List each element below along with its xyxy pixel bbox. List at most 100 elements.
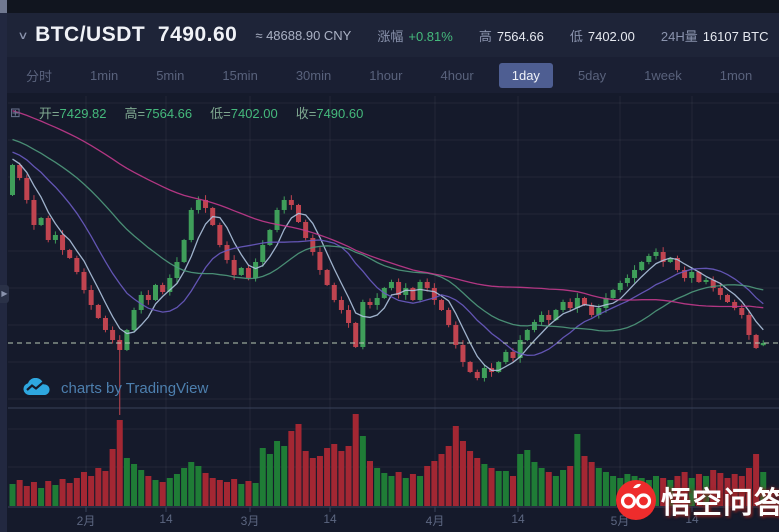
candle-body xyxy=(603,297,609,308)
volume-bar xyxy=(452,426,459,506)
candle-body xyxy=(546,314,552,320)
volume-bar xyxy=(281,446,288,506)
candle-body xyxy=(460,344,466,362)
volume-bar xyxy=(245,481,252,506)
volume-bar xyxy=(545,472,552,506)
grid-toggle-icon[interactable]: ⊞ xyxy=(10,104,21,120)
volume-bar xyxy=(316,456,323,506)
volume-bar xyxy=(45,481,52,506)
high-stat: 高 7564.66 xyxy=(478,28,544,44)
volume-bar xyxy=(395,472,402,506)
volume-bar xyxy=(38,488,45,506)
candle-body xyxy=(388,281,394,288)
interval-分时[interactable]: 分时 xyxy=(26,68,53,84)
candle-body xyxy=(353,322,359,347)
volume-bar xyxy=(181,468,188,506)
legend-low: 7402.00 xyxy=(230,106,278,121)
volume-bar xyxy=(467,451,474,506)
axis-label: 14 xyxy=(511,512,525,526)
volume-bar xyxy=(431,461,438,506)
time-axis[interactable]: 2月 14 3月 14 4月 14 5月 14 xyxy=(0,512,779,530)
volume-bar xyxy=(717,473,724,506)
volume-bar xyxy=(145,476,152,506)
candle-body xyxy=(52,234,58,240)
volume-bar xyxy=(738,476,745,506)
candle-body xyxy=(496,361,502,372)
candle-body xyxy=(582,297,587,305)
candle-body xyxy=(153,284,158,300)
side-panel-toggle[interactable]: ▶ xyxy=(0,285,9,303)
candle-body xyxy=(610,289,616,298)
candle-body xyxy=(38,217,44,225)
interval-1hour[interactable]: 1hour xyxy=(369,67,403,83)
left-scrollbar-thumb[interactable] xyxy=(0,0,7,13)
volume-bar xyxy=(653,476,659,506)
candle-body xyxy=(310,237,316,252)
tradingview-watermark-text: charts by TradingView xyxy=(61,379,209,397)
interval-1day[interactable]: 1day xyxy=(498,62,553,88)
tradingview-watermark: charts by TradingView xyxy=(22,378,208,398)
candle-body xyxy=(696,271,702,282)
volume-bar xyxy=(760,472,767,506)
candle-body xyxy=(367,301,373,305)
wukong-watermark: 悟空问答 xyxy=(615,478,779,522)
volume-bar xyxy=(345,446,352,506)
volume-bar xyxy=(374,468,381,506)
candle-body xyxy=(531,321,537,330)
interval-15min[interactable]: 15min xyxy=(222,67,258,83)
legend-close: 7490.60 xyxy=(316,106,364,121)
chevron-down-icon[interactable]: ∨ xyxy=(17,29,29,42)
candle-body xyxy=(245,267,251,278)
volume-bar xyxy=(731,474,738,506)
interval-5day[interactable]: 5day xyxy=(577,67,607,83)
interval-1mon[interactable]: 1mon xyxy=(719,67,753,83)
candle-body xyxy=(31,199,37,225)
left-scrollbar[interactable] xyxy=(0,0,7,532)
volume-bar xyxy=(695,474,702,506)
volume-bar xyxy=(710,470,717,506)
candle-body xyxy=(374,297,380,305)
candle-body xyxy=(267,229,273,245)
volume-bar xyxy=(302,451,309,506)
volume-bar xyxy=(224,482,230,506)
volume-bar xyxy=(745,468,752,506)
candle-body xyxy=(317,251,323,270)
volume-bar xyxy=(567,466,574,506)
ma-line-55 xyxy=(12,110,764,309)
legend-open: 7429.82 xyxy=(59,106,107,121)
candle-body xyxy=(396,281,402,295)
interval-1min[interactable]: 1min xyxy=(90,67,119,83)
candle-body xyxy=(131,309,137,330)
interval-30min[interactable]: 30min xyxy=(295,67,332,83)
candle-body xyxy=(539,314,545,322)
volume-bar xyxy=(502,471,509,506)
volume-bar xyxy=(16,480,23,506)
candle-body xyxy=(725,294,730,302)
candle-body xyxy=(60,234,66,250)
wukong-watermark-text: 悟空问答 xyxy=(661,487,779,520)
candle-body xyxy=(689,271,695,278)
volume-bar xyxy=(352,414,359,506)
candle-body xyxy=(102,317,108,330)
candle-body xyxy=(410,287,416,300)
interval-5min[interactable]: 5min xyxy=(156,67,185,83)
candle-body xyxy=(632,269,638,278)
header-bar: ∨ BTC/USDT 7490.60 ≈ 48688.90 CNY 涨幅 +0.8… xyxy=(7,13,779,57)
interval-toolbar: 分时 1min 5min 15min 30min 1hour 4hour 1day 5day 1w… xyxy=(7,57,779,93)
volume-bar xyxy=(195,466,202,506)
volume-bar xyxy=(517,454,524,506)
candle-body xyxy=(639,261,645,270)
candle-body xyxy=(231,259,237,275)
interval-4hour[interactable]: 4hour xyxy=(440,67,474,83)
low-stat: 低 7402.00 xyxy=(569,28,635,44)
ma-line-12 xyxy=(12,151,764,356)
interval-1week[interactable]: 1week xyxy=(644,67,682,83)
candle-body xyxy=(160,284,166,292)
legend-high: 7564.66 xyxy=(145,106,193,121)
cny-approx-value: ≈ 48688.90 CNY xyxy=(255,27,352,43)
volume-bar xyxy=(481,464,488,506)
candle-body xyxy=(10,164,15,195)
volume-bar xyxy=(474,458,481,506)
candle-body xyxy=(739,307,745,315)
